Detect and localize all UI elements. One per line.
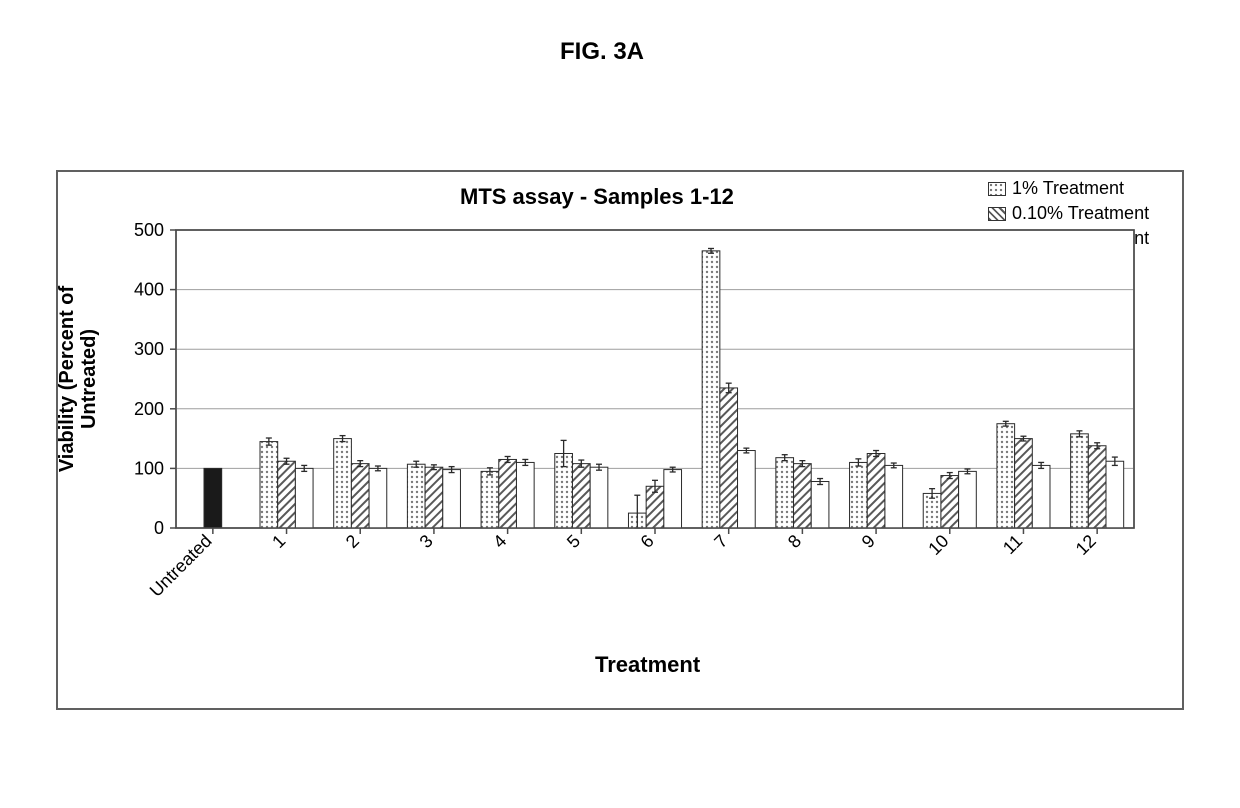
svg-text:400: 400	[134, 280, 164, 300]
svg-text:300: 300	[134, 339, 164, 359]
svg-text:500: 500	[134, 220, 164, 240]
viability-bar-chart: 0 100 200 300 400 500 Viability (Percent ofUnt…	[0, 0, 1240, 808]
svg-text:200: 200	[134, 399, 164, 419]
svg-text:0: 0	[154, 518, 164, 538]
svg-text:10: 10	[924, 531, 952, 559]
svg-text:11: 11	[999, 531, 1026, 558]
svg-text:12: 12	[1072, 531, 1100, 559]
svg-text:Untreated: Untreated	[146, 531, 216, 601]
svg-text:Viability (Percent ofUntreated: Viability (Percent ofUntreated)	[56, 285, 100, 472]
svg-text:100: 100	[134, 458, 164, 478]
